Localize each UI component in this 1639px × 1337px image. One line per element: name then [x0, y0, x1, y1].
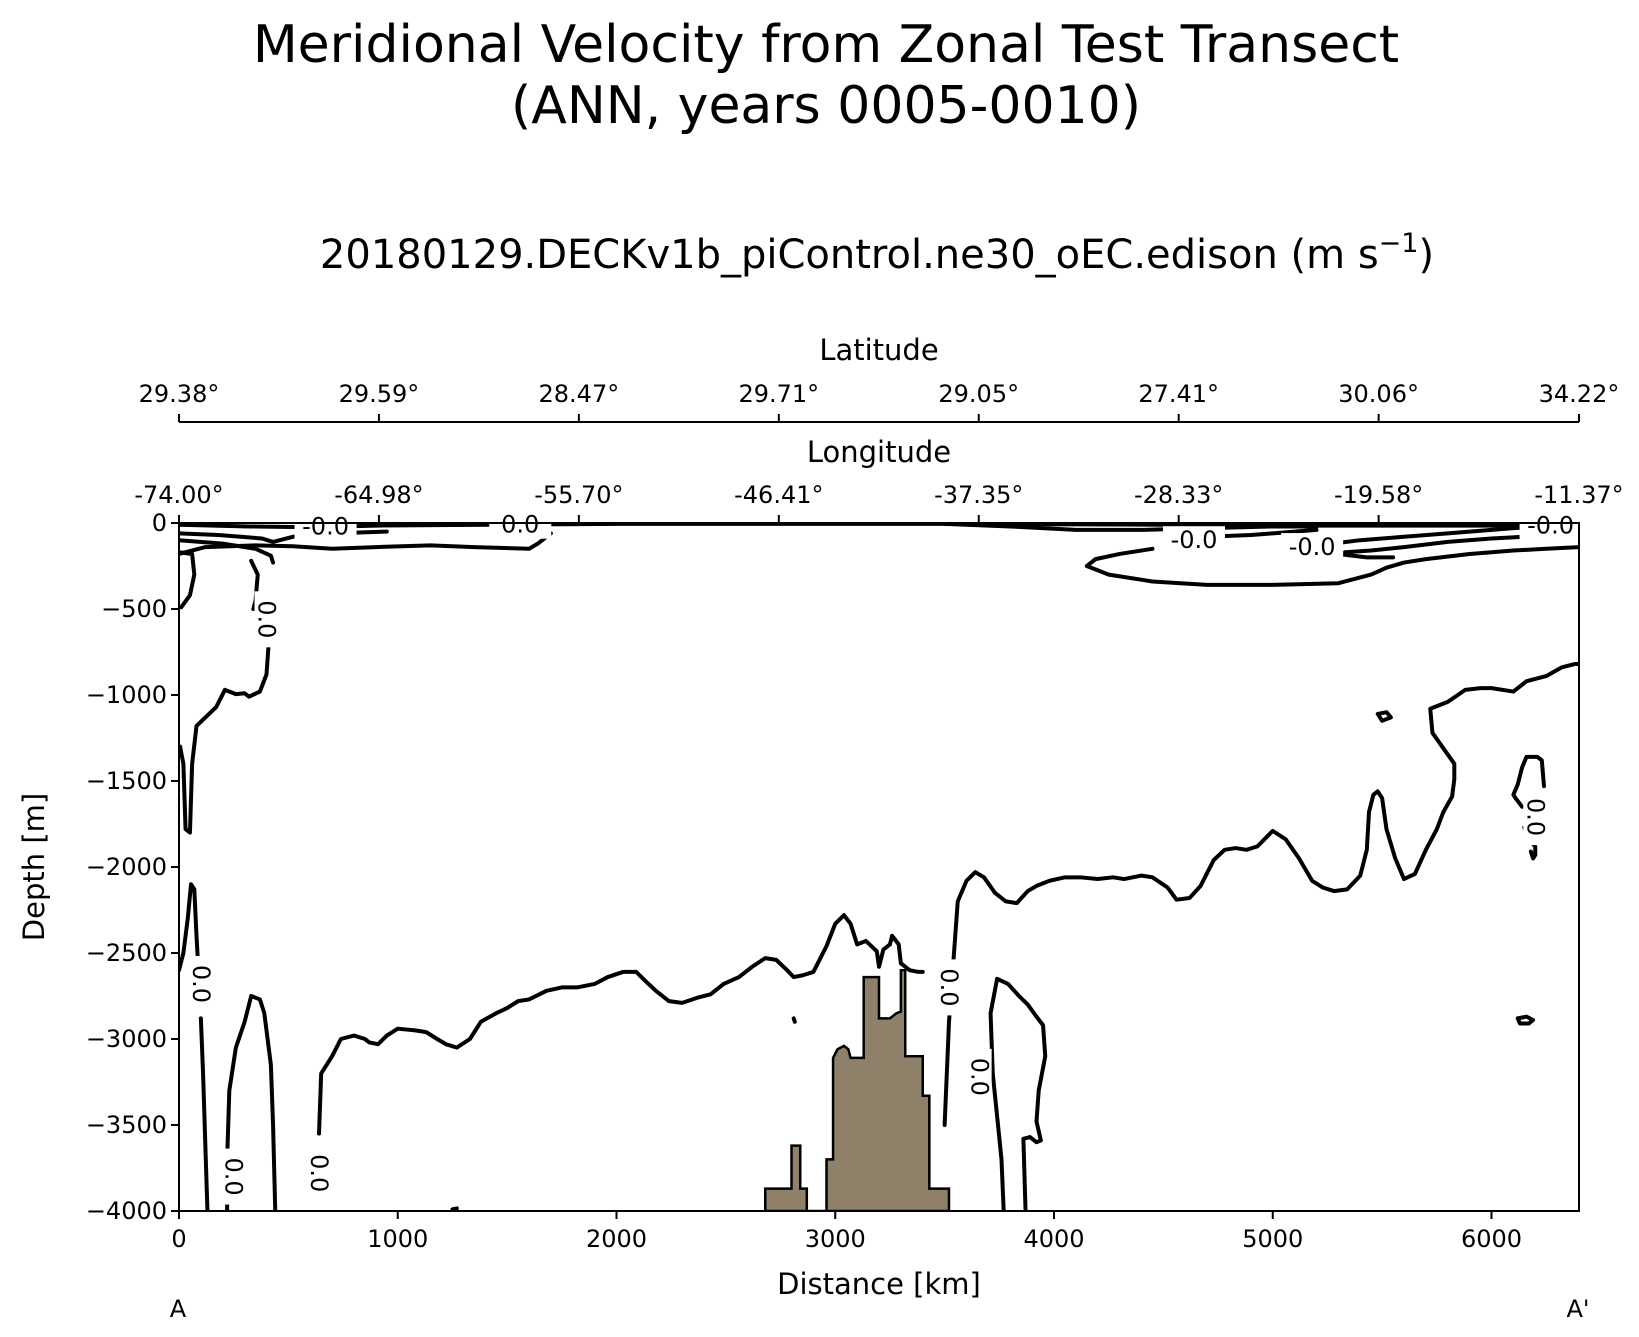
subtitle-close: ) — [1418, 232, 1434, 278]
contour-line — [450, 1206, 459, 1211]
latitude-tick-label: 29.71° — [738, 380, 819, 408]
start-point-label: A — [170, 1295, 187, 1323]
contour-line — [1515, 1014, 1536, 1026]
contour-line — [942, 662, 1579, 1127]
contour-line — [179, 538, 276, 565]
contour-line — [1375, 710, 1393, 723]
contour-line — [1084, 545, 1579, 587]
x-tick-label: 1000 — [367, 1225, 428, 1253]
x-tick-label: 6000 — [1461, 1225, 1522, 1253]
contour-line — [1511, 754, 1546, 809]
longitude-tick-label: -19.58° — [1334, 481, 1423, 509]
x-tick-label: 0 — [171, 1225, 186, 1253]
y-tick-label: −500 — [101, 595, 167, 623]
chart-title-line1: Meridional Velocity from Zonal Test Tran… — [253, 15, 1399, 75]
contour-label-background — [294, 512, 357, 541]
contour-label: -0.0 — [302, 512, 349, 540]
y-tick-label: −1000 — [86, 681, 167, 709]
contour-label: 0.0 — [501, 511, 539, 539]
longitude-tick-label: -74.00° — [134, 481, 223, 509]
y-tick-label: −1500 — [86, 767, 167, 795]
bathymetry-polygon — [764, 968, 951, 1211]
contour-line — [317, 913, 925, 1136]
contour-label-background — [307, 1145, 331, 1202]
contour-line — [179, 641, 271, 835]
end-point-label: A' — [1566, 1295, 1589, 1323]
y-axis-label: Depth [m] — [17, 793, 51, 941]
x-tick-label: 5000 — [1242, 1225, 1303, 1253]
contour-line — [225, 994, 278, 1211]
y-tick-label: −2000 — [86, 853, 167, 881]
longitude-tick-label: -28.33° — [1134, 481, 1223, 509]
latitude-axis: 29.38° 29.59° 28.47° 29.71° 29.05° 27.41° 30.0… — [139, 380, 1620, 423]
latitude-tick-label: 28.47° — [539, 380, 620, 408]
contour-line — [198, 1016, 210, 1211]
contour-label-background — [489, 510, 552, 539]
contour-line — [179, 550, 197, 610]
longitude-tick-label: -64.98° — [334, 481, 423, 509]
subtitle-exponent: −1 — [1379, 228, 1419, 259]
contour-label-background — [1523, 789, 1548, 846]
latitude-tick-label: 29.38° — [139, 380, 220, 408]
contour-line — [179, 523, 1579, 530]
contour-label: 0.0 — [935, 968, 963, 1006]
contour-label: 0.0 — [1521, 798, 1549, 836]
contour-label: -0.0 — [1171, 526, 1218, 554]
contour-label: 0.0 — [253, 600, 281, 638]
y-tick-label: −2500 — [86, 939, 167, 967]
contour-label: 0.0 — [187, 965, 215, 1003]
bathymetry-layer — [764, 968, 951, 1211]
chart-subtitle: 20180129.DECKv1b_piControl.ne30_oEC.edis… — [320, 228, 1434, 278]
contour-label: 0.0 — [966, 1058, 994, 1096]
contour-label-background — [1281, 533, 1344, 562]
longitude-tick-label: -11.37° — [1534, 481, 1623, 509]
contour-label-background — [188, 955, 213, 1012]
longitude-tick-label: -37.35° — [934, 481, 1023, 509]
y-axis: 0 −500 −1000 −1500 −2000 −2500 −3000 −3500 −4000 — [86, 509, 179, 1225]
longitude-axis-label: Longitude — [807, 435, 951, 469]
latitude-tick-label: 27.41° — [1138, 380, 1219, 408]
contour-label-layer: -0.0 0.0 0.0 0.0 0.0 0.0 0.0 0.0 -0.0 -0.0 -0.0 0.0 — [187, 511, 1582, 1205]
longitude-tick-label: -55.70° — [534, 481, 623, 509]
contour-label: 0.0 — [220, 1158, 248, 1196]
contour-label: -0.0 — [1289, 533, 1336, 561]
contour-label: -0.0 — [1527, 512, 1574, 540]
contour-line — [988, 976, 1048, 1211]
latitude-axis-label: Latitude — [819, 333, 938, 367]
contour-line — [791, 1016, 797, 1024]
latitude-tick-label: 30.06° — [1338, 380, 1419, 408]
y-tick-label: −4000 — [86, 1197, 167, 1225]
contour-label-background — [1163, 526, 1225, 555]
chart-title-line2: (ANN, years 0005-0010) — [511, 76, 1141, 136]
contour-line — [179, 882, 201, 978]
x-tick-label: 2000 — [586, 1225, 647, 1253]
longitude-tick-label: -46.41° — [734, 481, 823, 509]
contour-label-background — [967, 1048, 992, 1105]
latitude-tick-label: 34.22° — [1539, 380, 1620, 408]
contour-line — [942, 523, 1319, 532]
y-tick-label: 0 — [152, 509, 167, 537]
contour-label-background — [221, 1148, 246, 1205]
x-axis: 0 1000 2000 3000 4000 5000 6000 — [171, 1211, 1522, 1253]
y-tick-label: −3000 — [86, 1025, 167, 1053]
x-tick-label: 4000 — [1023, 1225, 1084, 1253]
longitude-axis: -74.00° -64.98° -55.70° -46.41° -37.35° -28.3… — [134, 481, 1624, 523]
latitude-tick-label: 29.05° — [938, 380, 1019, 408]
x-tick-label: 3000 — [805, 1225, 866, 1253]
contour-label-background — [1519, 511, 1582, 540]
y-tick-label: −3500 — [86, 1111, 167, 1139]
contour-label-background — [254, 591, 279, 648]
contour-label-background — [937, 959, 961, 1016]
contour-label: 0.0 — [305, 1154, 333, 1192]
latitude-tick-label: 29.59° — [339, 380, 420, 408]
x-axis-label: Distance [km] — [777, 1267, 981, 1301]
contour-line — [249, 558, 260, 611]
subtitle-text: 20180129.DECKv1b_piControl.ne30_oEC.edis… — [320, 232, 1379, 278]
